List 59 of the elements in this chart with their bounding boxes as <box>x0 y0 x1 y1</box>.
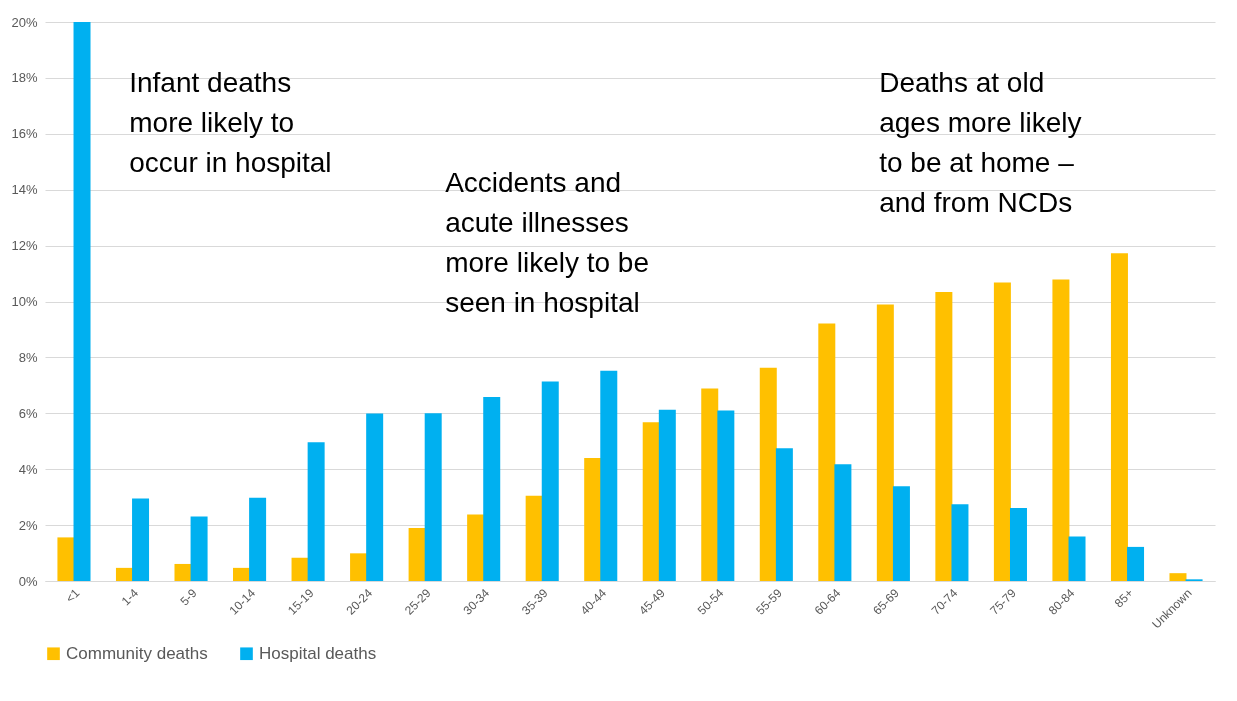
x-tick-label: 5-9 <box>177 585 200 609</box>
legend-label: Community deaths <box>66 643 208 663</box>
bar <box>525 495 543 581</box>
annotation: Infant deaths more likely to occur in hospital <box>129 66 332 178</box>
y-tick-label: 6% <box>18 405 38 421</box>
bar <box>775 448 793 581</box>
bar <box>892 486 910 581</box>
bar <box>233 567 251 581</box>
bar <box>818 323 836 581</box>
bar <box>132 498 150 581</box>
x-tick-label: 85+ <box>1111 586 1136 611</box>
bar <box>424 413 442 581</box>
y-tick-label: 20% <box>11 14 38 30</box>
bar <box>57 537 75 581</box>
annotation: Deaths at old ages more likely to be at home – and from NCDs <box>879 66 1082 218</box>
bar <box>291 557 309 581</box>
bar <box>73 22 91 581</box>
bar <box>174 563 192 581</box>
bar <box>1068 536 1086 581</box>
bar <box>1110 253 1128 581</box>
annotation: Accidents and acute illnesses more likely to be seen in hospital <box>445 167 650 319</box>
y-tick-label: 18% <box>11 70 38 86</box>
bar <box>834 464 852 581</box>
bar <box>584 458 602 581</box>
bar <box>350 553 368 581</box>
bar <box>541 381 559 581</box>
bar <box>190 516 208 581</box>
x-tick-label: <1 <box>62 585 83 606</box>
bar <box>115 567 133 581</box>
x-tick-label: 1-4 <box>118 585 142 609</box>
bar <box>701 388 719 581</box>
bar <box>951 504 969 581</box>
y-tick-label: 4% <box>18 461 38 477</box>
bar <box>993 282 1011 581</box>
bar <box>249 497 267 581</box>
bar <box>600 370 618 581</box>
bar <box>408 527 426 581</box>
y-tick-label: 0% <box>18 573 38 589</box>
bar <box>1009 508 1027 581</box>
bar <box>366 413 384 581</box>
bar <box>759 367 777 581</box>
bar <box>658 409 676 581</box>
y-tick-label: 2% <box>18 517 38 533</box>
legend-label: Hospital deaths <box>259 643 377 663</box>
y-tick-label: 8% <box>18 349 38 365</box>
bar <box>642 422 660 581</box>
bar <box>1127 546 1145 581</box>
y-tick-label: 12% <box>11 238 38 254</box>
y-tick-label: 16% <box>11 126 38 142</box>
bar <box>467 514 485 581</box>
bar <box>717 410 735 581</box>
bar <box>307 442 325 581</box>
bar <box>483 397 501 581</box>
bar <box>1052 279 1070 581</box>
bar <box>935 292 953 581</box>
bar <box>1169 573 1187 581</box>
y-tick-label: 10% <box>11 294 38 309</box>
bar <box>876 304 894 581</box>
y-tick-label: 14% <box>11 182 38 198</box>
